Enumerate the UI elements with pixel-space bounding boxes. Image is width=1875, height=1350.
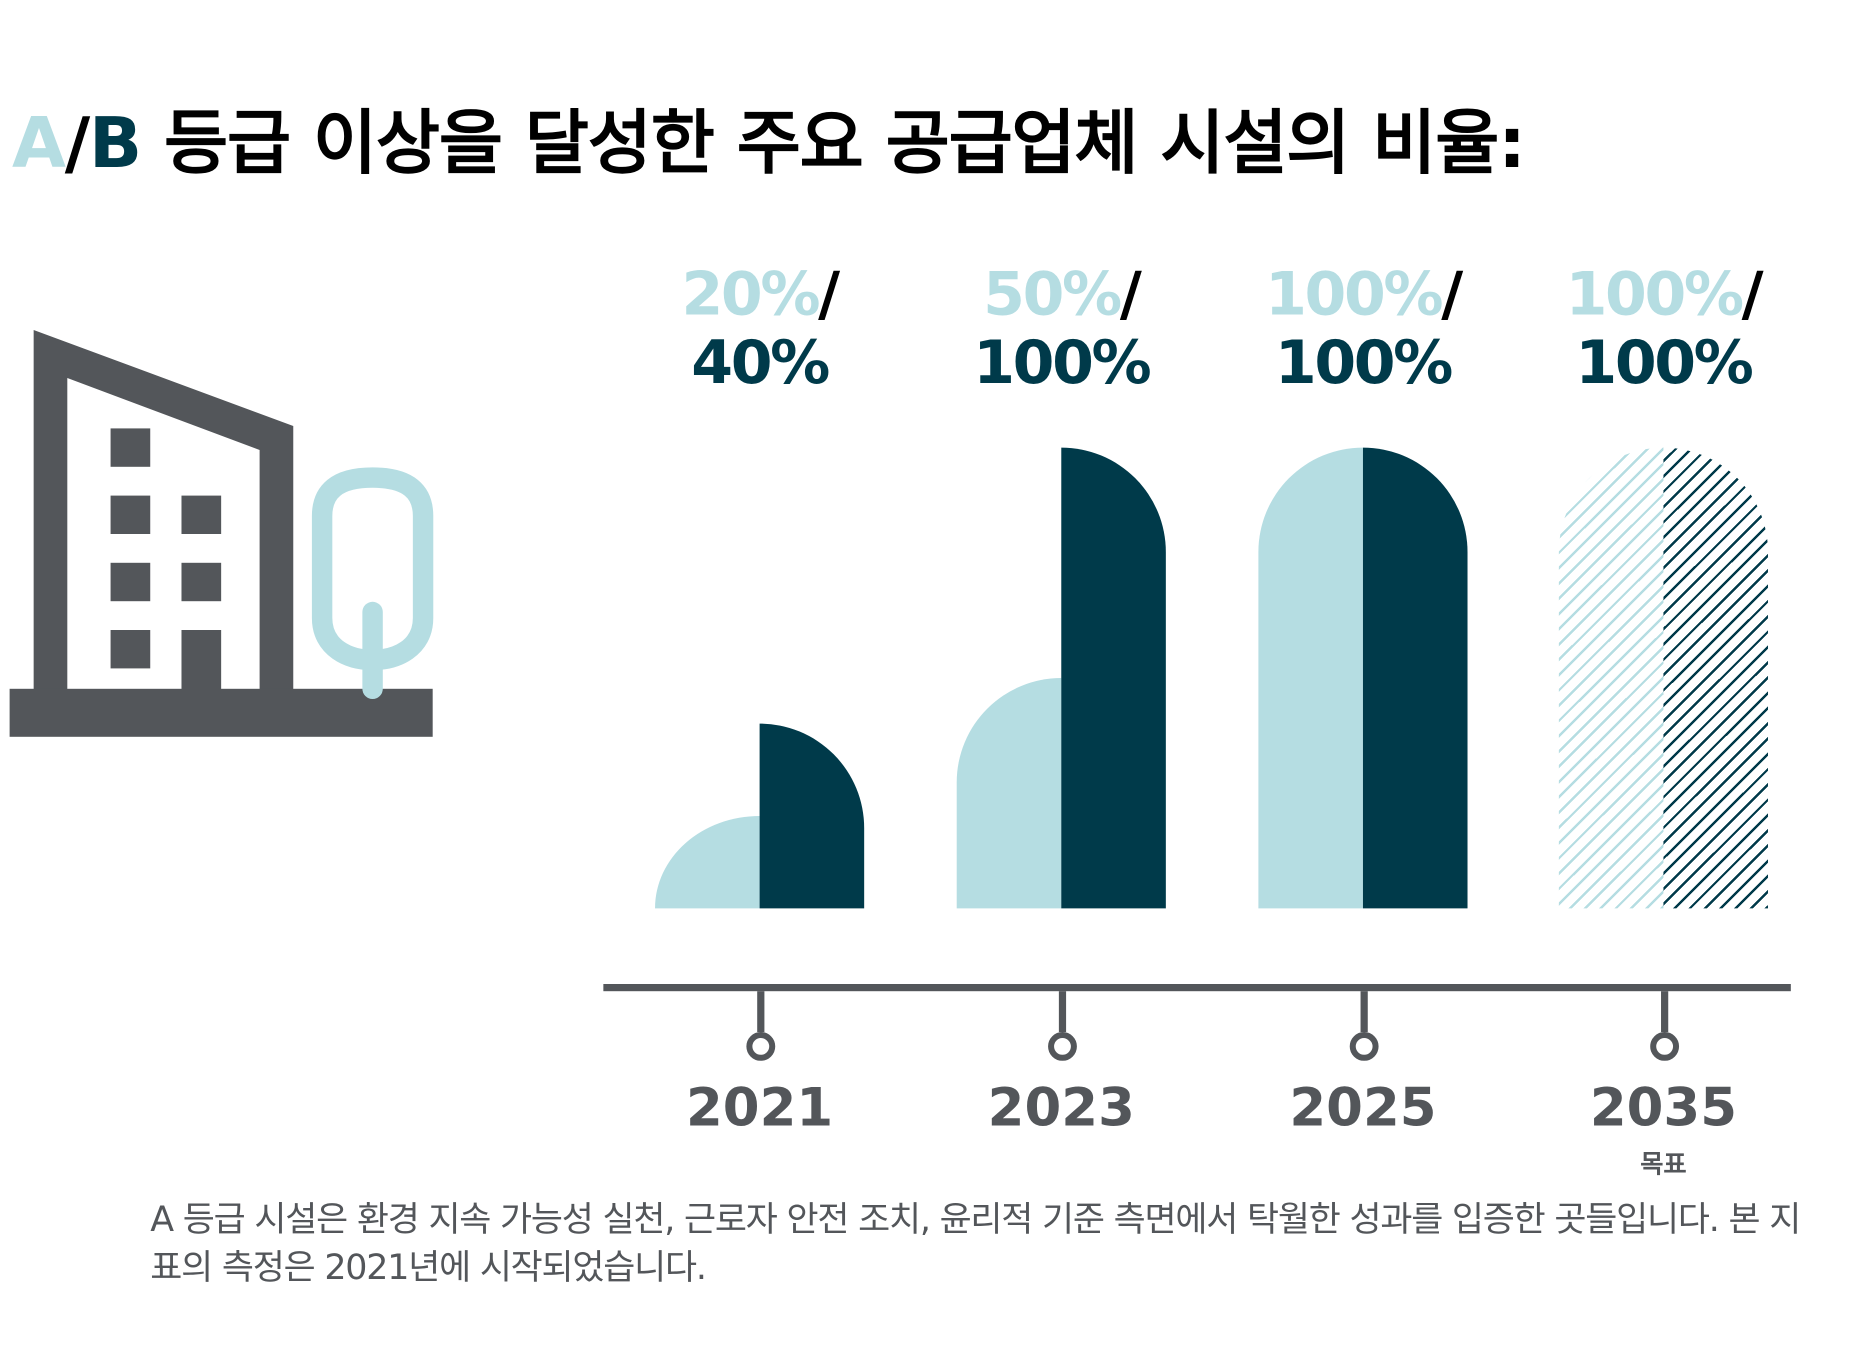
title-slash: /: [64, 102, 90, 184]
label-2025: 100%/: [1243, 264, 1483, 324]
bar-a-2021: [655, 816, 760, 909]
tick-dot-2021: [746, 1032, 776, 1061]
bar-b-2023: [1061, 447, 1166, 909]
tick-2025: [1360, 991, 1368, 1032]
bar-b-2021: [759, 724, 865, 909]
tick-dot-2023: [1048, 1032, 1077, 1061]
tree-icon: [311, 467, 434, 700]
tick-2021: [757, 991, 765, 1032]
page-title: A/B 등급 이상을 달성한 주요 공급업체 시설의 비율:: [12, 86, 1526, 187]
bar-b-2035: [1663, 447, 1768, 909]
year-2021: 2021: [686, 1077, 834, 1139]
title-a: A: [12, 102, 66, 184]
label-a: 20%: [681, 259, 820, 329]
year-2025: 2025: [1289, 1077, 1437, 1139]
tick-2023: [1058, 991, 1067, 1032]
label-b-2021: 40%: [691, 327, 830, 398]
bar-b-2025: [1362, 447, 1468, 909]
label-2023: 50%/: [941, 264, 1181, 324]
target-label: 목표: [1640, 1149, 1687, 1179]
bar-a-2025: [1258, 447, 1363, 909]
label-2035: 100%/: [1543, 264, 1783, 324]
year-2023: 2023: [987, 1077, 1135, 1139]
bar-a-2023: [956, 678, 1062, 909]
label-a: 100%: [1265, 259, 1443, 329]
bar-a-2035: [1558, 447, 1664, 909]
label-slash: /: [1441, 259, 1463, 329]
tick-2035: [1661, 991, 1669, 1032]
title-text: 등급 이상을 달성한 주요 공급업체 시설의 비율:: [140, 102, 1526, 184]
tick-dot-2035: [1650, 1032, 1680, 1061]
year-2035: 2035: [1589, 1077, 1738, 1139]
timeline-axis: [603, 984, 1791, 992]
label-b-2035: 100%: [1575, 327, 1753, 398]
label-a: 100%: [1565, 259, 1744, 329]
label-2021: 20%/: [639, 264, 879, 324]
tick-dot-2025: [1349, 1032, 1379, 1061]
label-a: 50%: [983, 259, 1122, 329]
label-slash: /: [1119, 259, 1142, 329]
building-icon: [9, 330, 434, 737]
footnote: A 등급 시설은 환경 지속 가능성 실천, 근로자 안전 조치, 윤리적 기준…: [150, 1198, 1801, 1288]
label-slash: /: [818, 259, 840, 329]
label-b-2025: 100%: [1274, 327, 1453, 398]
title-b: B: [89, 102, 142, 184]
label-b-2023: 100%: [973, 327, 1151, 398]
label-slash: /: [1741, 259, 1764, 329]
